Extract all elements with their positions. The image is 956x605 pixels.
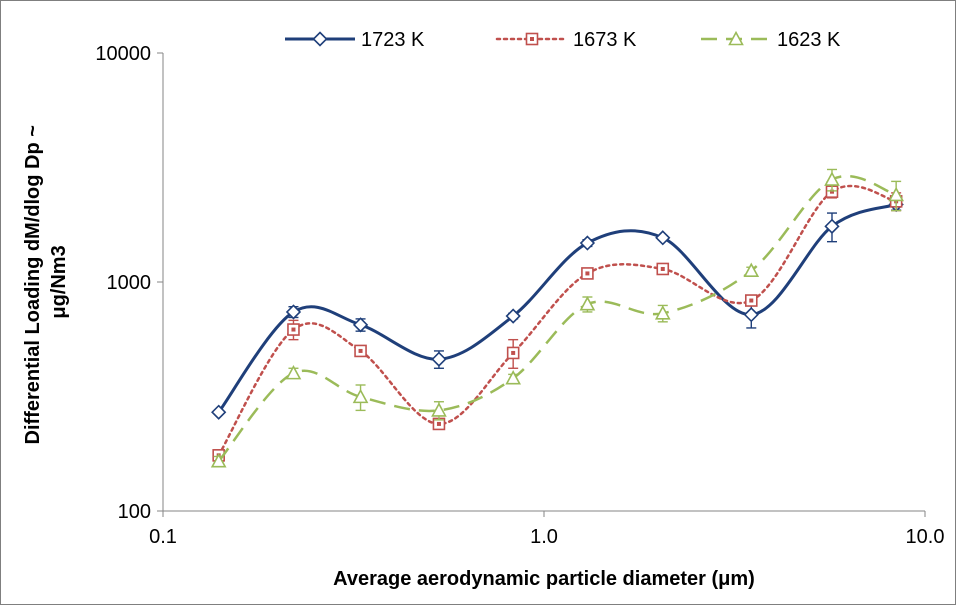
- data-point: [285, 364, 302, 380]
- x-axis-title: Average aerodynamic particle diameter (μ…: [333, 568, 755, 590]
- legend-label: 1673 K: [573, 29, 637, 51]
- marker-square-inner: [829, 189, 834, 194]
- legend-marker: [312, 31, 328, 47]
- legend: 1723 K 1673 K 1623 K: [285, 29, 841, 51]
- data-point: [743, 262, 760, 278]
- data-point: [210, 453, 227, 468]
- data-point: [654, 305, 671, 320]
- data-point: [506, 346, 520, 360]
- data-point: [352, 388, 369, 404]
- marker-square-inner: [358, 348, 363, 353]
- series-1723-k: [211, 196, 904, 420]
- series-line: [217, 203, 897, 414]
- data-point: [581, 267, 594, 280]
- y-tick-label: 1000: [107, 272, 152, 294]
- marker-square-inner: [436, 421, 441, 426]
- marker-square-inner: [749, 298, 754, 303]
- marker-square-inner: [530, 37, 534, 41]
- data-point: [888, 186, 904, 202]
- series-layer: [210, 168, 904, 468]
- series-line: [217, 184, 898, 457]
- x-tick-label: 1.0: [530, 526, 558, 548]
- series-1623-k: [210, 168, 904, 468]
- y-axis-title: Differential Loading dM/dlog Dp ~ μg/Nm3: [22, 120, 70, 445]
- data-point: [656, 262, 670, 276]
- data-point: [431, 402, 447, 417]
- marker-square-inner: [585, 271, 590, 276]
- data-point: [211, 404, 227, 420]
- y-tick-label: 10000: [95, 43, 151, 65]
- legend-label: 1723 K: [361, 29, 425, 51]
- axis-ticks: 100 1000 10000 0.1 1.0 10.0: [95, 43, 944, 548]
- data-point: [505, 308, 521, 324]
- legend-label: 1623 K: [777, 29, 841, 51]
- legend-item: 1623 K: [701, 29, 841, 51]
- marker-square-inner: [511, 350, 516, 355]
- data-point: [352, 317, 369, 333]
- data-point: [744, 294, 758, 307]
- x-tick-label: 0.1: [149, 526, 177, 548]
- x-tick-label: 10.0: [906, 526, 945, 548]
- legend-marker: [525, 32, 539, 46]
- data-point: [431, 351, 447, 367]
- marker-square-inner: [660, 266, 665, 271]
- data-point: [743, 307, 759, 323]
- y-axis-title-line-2: μg/Nm3: [48, 245, 70, 318]
- axes: [162, 53, 925, 512]
- legend-item: 1673 K: [495, 29, 637, 51]
- data-point: [287, 323, 300, 336]
- data-point: [824, 171, 840, 186]
- data-point: [655, 230, 671, 246]
- data-point: [285, 304, 302, 320]
- data-point: [824, 218, 840, 234]
- legend-item: 1723 K: [285, 29, 425, 51]
- legend-marker: [728, 30, 744, 46]
- data-point: [579, 296, 596, 311]
- y-tick-label: 100: [118, 501, 151, 523]
- marker-square-inner: [291, 327, 296, 332]
- series-1673-k: [212, 184, 903, 462]
- data-point: [579, 235, 596, 251]
- y-axis-title-line-1: Differential Loading dM/dlog Dp ~: [22, 125, 44, 444]
- series-line: [217, 174, 897, 463]
- data-point: [505, 370, 522, 385]
- data-point: [354, 344, 367, 358]
